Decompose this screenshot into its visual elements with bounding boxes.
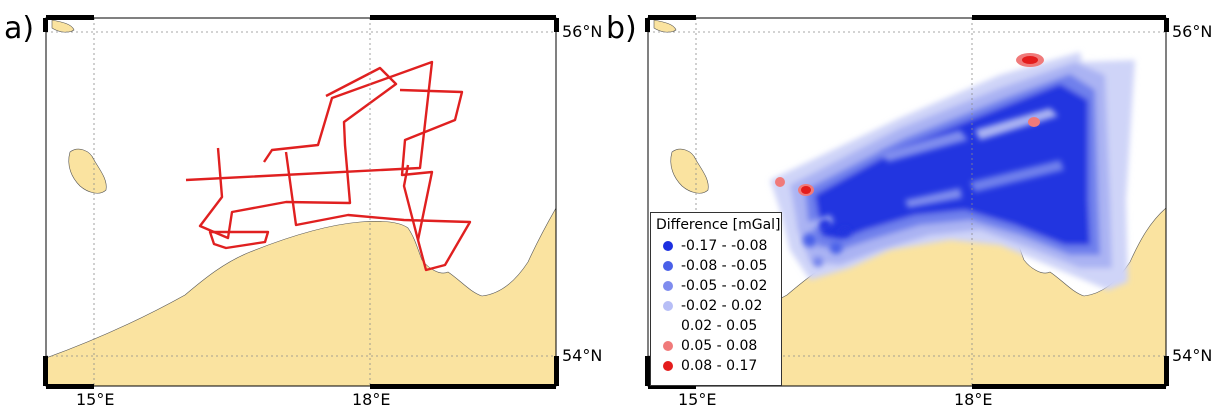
flight-track: [185, 60, 472, 272]
frame-bars-b: [645, 15, 1169, 389]
top-island-a: [51, 19, 75, 33]
lon-label-15-b: 15°E: [678, 390, 717, 409]
legend-swatch: [663, 321, 673, 331]
lat-label-54-b: 54°N: [1172, 346, 1211, 365]
panel-b-label: b): [606, 11, 637, 46]
map-panel-a: [43, 15, 559, 389]
legend-swatch: [663, 241, 673, 251]
legend-swatch: [663, 301, 673, 311]
frame-a: [45, 17, 557, 387]
lon-label-15-a: 15°E: [76, 390, 115, 409]
legend-title: Difference [mGal]: [656, 217, 781, 233]
legend-swatch: [663, 341, 673, 351]
lat-label-56-a: 56°N: [562, 22, 603, 41]
frame-b: [647, 17, 1167, 387]
positive-anomalies: [775, 53, 1044, 196]
top-island-b: [653, 19, 677, 33]
bornholm-island-a: [68, 148, 107, 194]
legend-label: 0.08 - 0.17: [681, 358, 758, 374]
legend-swatch: [663, 261, 673, 271]
panel-a-label: a): [4, 11, 35, 46]
legend-label: 0.02 - 0.05: [681, 318, 758, 334]
legend-label: -0.17 - -0.08: [681, 238, 768, 254]
legend-item: -0.08 - -0.05: [651, 257, 781, 275]
mainland-coast-a: [46, 207, 556, 386]
legend-item: 0.02 - 0.05: [651, 317, 781, 335]
lon-label-18-a: 18°E: [352, 390, 391, 409]
bornholm-island-b: [670, 148, 709, 194]
legend-swatch: [663, 361, 673, 371]
legend-swatch: [663, 281, 673, 291]
legend-label: -0.08 - -0.05: [681, 258, 768, 274]
legend-label: 0.05 - 0.08: [681, 338, 758, 354]
legend-label: -0.02 - 0.02: [681, 298, 763, 314]
lat-label-56-b: 56°N: [1172, 22, 1211, 41]
difference-legend: Difference [mGal] -0.17 - -0.08 -0.08 - …: [650, 212, 782, 386]
graticule-a: [46, 18, 556, 386]
legend-item: -0.17 - -0.08: [651, 237, 781, 255]
legend-item: -0.02 - 0.02: [651, 297, 781, 315]
legend-label: -0.05 - -0.02: [681, 278, 768, 294]
legend-item: 0.08 - 0.17: [651, 357, 781, 375]
lon-label-18-b: 18°E: [954, 390, 993, 409]
legend-item: -0.05 - -0.02: [651, 277, 781, 295]
legend-item: 0.05 - 0.08: [651, 337, 781, 355]
frame-bars-a: [43, 15, 559, 389]
lat-label-54-a: 54°N: [562, 346, 603, 365]
